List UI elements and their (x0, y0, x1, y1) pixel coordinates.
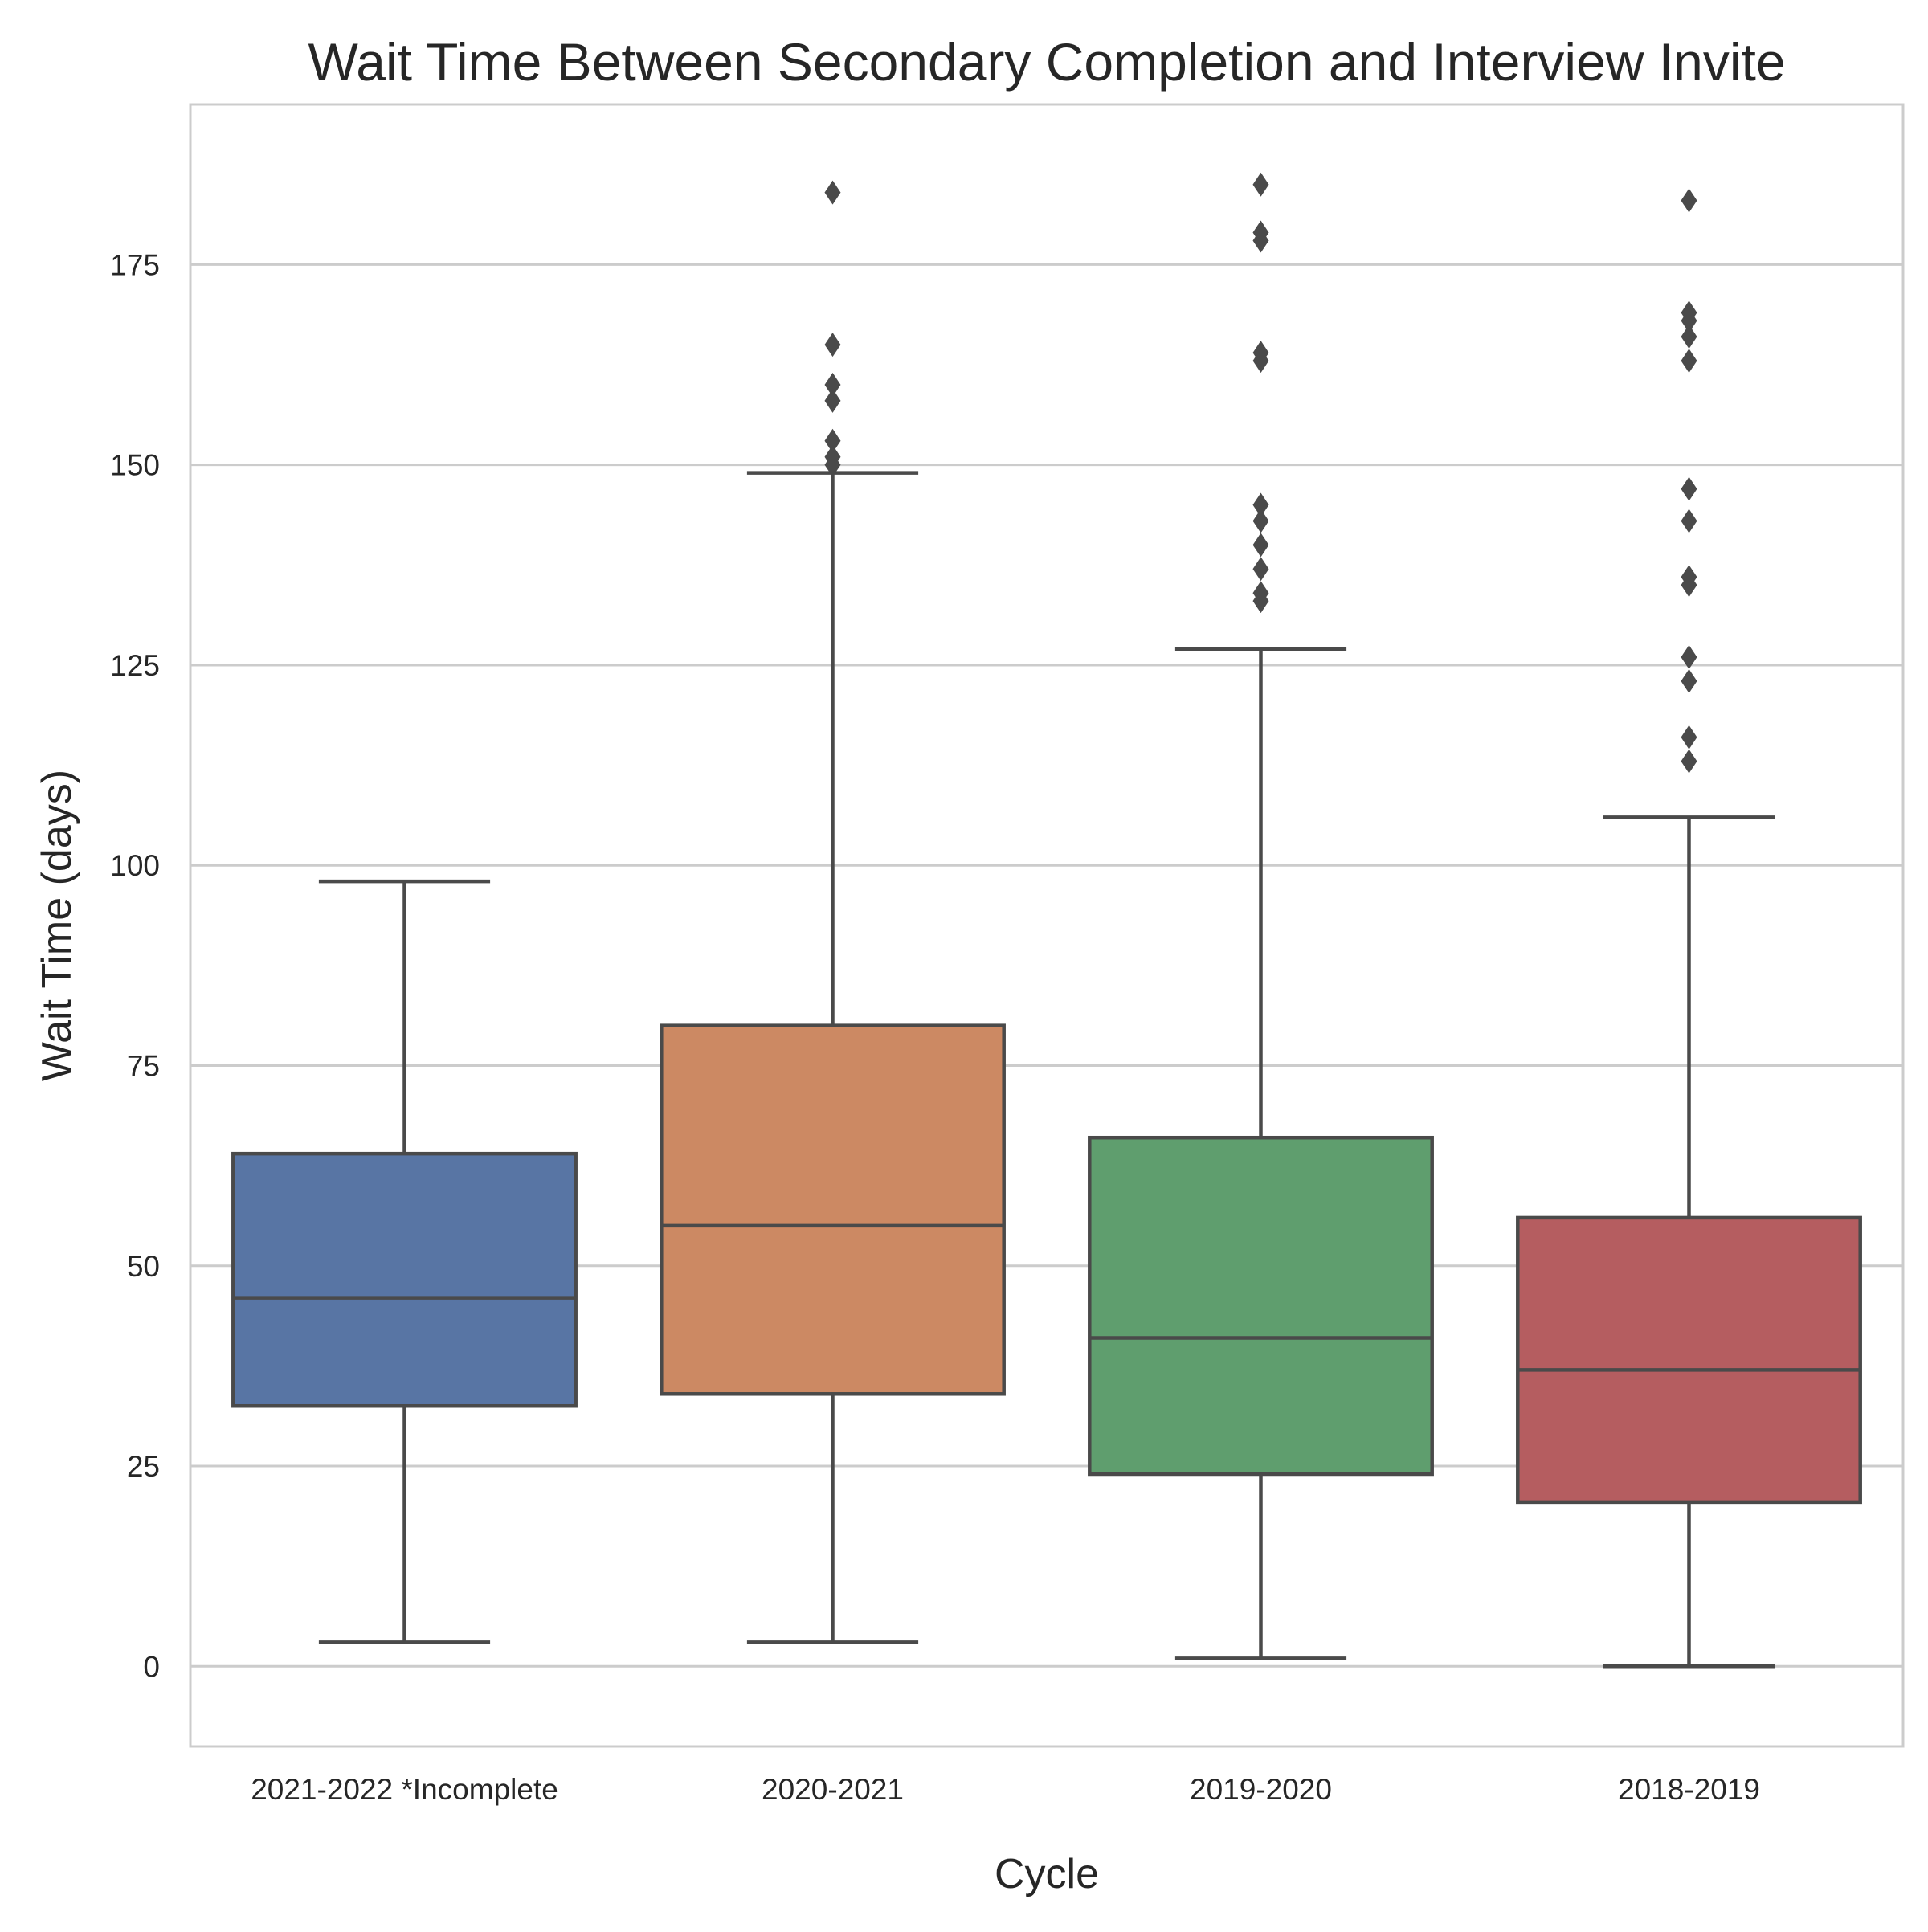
outlier-point (1681, 509, 1697, 533)
tick-layer: 0 25 50 75 100 125 150 175 2021-2022 *Incomplete… (110, 248, 1760, 1806)
box-group (1516, 188, 1862, 1669)
outlier-point (824, 388, 841, 413)
outlier-point (824, 428, 841, 453)
plot-frame (189, 103, 1905, 1748)
outlier-point (1252, 172, 1269, 197)
box-group (231, 879, 578, 1644)
x-tick-label: 2021-2022 *Incomplete (251, 1773, 558, 1806)
outlier-point (824, 180, 841, 205)
outlier-point (824, 372, 841, 397)
outlier-point (824, 333, 841, 357)
outlier-point (1681, 349, 1697, 374)
outlier-point (1681, 325, 1697, 349)
box-group (1088, 172, 1434, 1660)
outlier-point (1681, 565, 1697, 590)
outlier-point (1681, 749, 1697, 774)
y-tick-label: 75 (127, 1049, 160, 1082)
y-tick-label: 125 (110, 649, 160, 682)
outlier-point (1252, 509, 1269, 533)
outlier-point (1681, 725, 1697, 750)
outlier-point (1252, 220, 1269, 245)
outlier-point (1681, 188, 1697, 213)
outlier-point (1252, 341, 1269, 366)
iqr-box (231, 1151, 578, 1408)
x-tick-label: 2020-2021 (762, 1773, 904, 1806)
iqr-box (660, 1023, 1006, 1396)
y-tick-label: 50 (127, 1250, 160, 1283)
y-tick-label: 0 (143, 1650, 160, 1683)
x-tick-label: 2018-2019 (1618, 1773, 1760, 1806)
iqr-box (1516, 1215, 1862, 1505)
outlier-point (1252, 557, 1269, 582)
outlier-point (824, 444, 841, 469)
outlier-point (1681, 644, 1697, 669)
y-tick-label: 100 (110, 849, 160, 882)
iqr-box (1088, 1135, 1434, 1477)
box-layer (231, 172, 1862, 1669)
outlier-point (1681, 476, 1697, 501)
x-axis-title: Cycle (995, 1851, 1099, 1897)
outlier-point (1681, 300, 1697, 325)
y-axis-title: Wait Time (days) (34, 770, 80, 1081)
outlier-point (1681, 668, 1697, 693)
x-tick-label: 2019-2020 (1190, 1773, 1332, 1806)
outlier-point (1252, 492, 1269, 517)
y-tick-label: 25 (127, 1450, 160, 1483)
chart-title: Wait Time Between Secondary Completion a… (308, 32, 1785, 92)
outlier-point (1252, 581, 1269, 606)
y-tick-label: 175 (110, 248, 160, 281)
outlier-point (1252, 533, 1269, 558)
y-tick-label: 150 (110, 449, 160, 482)
box-group (660, 180, 1006, 1644)
